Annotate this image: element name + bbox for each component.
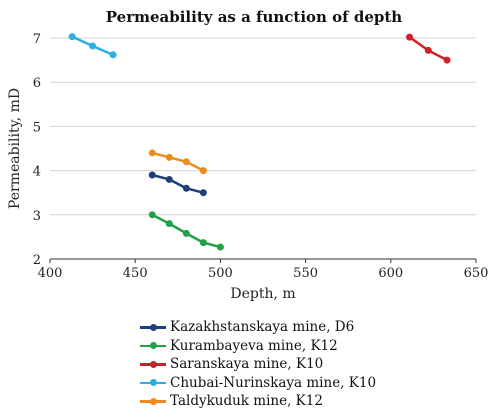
legend-swatch: [140, 340, 166, 352]
data-point: [406, 33, 414, 41]
data-point: [199, 239, 207, 247]
y-axis-title: Permeability, mD: [7, 88, 23, 209]
series-line: [151, 151, 204, 172]
legend-swatch: [140, 321, 166, 333]
legend-item: Kazakhstanskaya mine, D6: [140, 318, 376, 337]
data-point: [165, 175, 173, 183]
x-axis-title: Depth, m: [230, 286, 295, 302]
legend-item: Chubai-Nurinskaya mine, K10: [140, 374, 376, 393]
legend-swatch: [140, 358, 166, 370]
legend-label: Taldykuduk mine, K12: [170, 393, 323, 410]
data-point: [424, 46, 432, 54]
data-point: [199, 189, 207, 197]
data-point: [182, 184, 190, 192]
series-3: [68, 33, 117, 59]
ticks: 400 450 500 550 600 650 2 3 4 5 6 7: [33, 32, 489, 281]
data-point: [148, 171, 156, 179]
data-point: [89, 42, 97, 50]
x-tick-label: 400: [38, 266, 63, 281]
series-1: [148, 211, 224, 251]
legend-label: Kurambayeva mine, K12: [170, 337, 338, 354]
x-tick-label: 550: [293, 266, 318, 281]
x-tick-label: 450: [123, 266, 148, 281]
legend-item: Taldykuduk mine, K12: [140, 392, 376, 411]
legend-label: Saranskaya mine, K10: [170, 356, 324, 373]
y-tick-label: 5: [33, 120, 41, 135]
y-tick-label: 2: [33, 253, 41, 268]
data-point: [68, 33, 76, 41]
data-point: [148, 149, 156, 157]
data-point: [199, 167, 207, 175]
legend-item: Saranskaya mine, K10: [140, 355, 376, 374]
data-point: [109, 51, 117, 59]
data-point: [148, 211, 156, 219]
data-point: [165, 220, 173, 228]
legend-label: Kazakhstanskaya mine, D6: [170, 319, 355, 336]
y-tick-label: 3: [33, 209, 41, 224]
legend-label: Chubai-Nurinskaya mine, K10: [170, 374, 377, 391]
y-tick-label: 6: [33, 76, 41, 91]
series-line: [151, 173, 204, 194]
chart-title: Permeability as a function of depth: [106, 8, 403, 26]
legend-swatch: [140, 395, 166, 407]
data-point: [165, 153, 173, 161]
x-tick-label: 600: [378, 266, 403, 281]
series-0: [148, 171, 207, 197]
x-tick-label: 650: [464, 266, 489, 281]
data-point: [182, 229, 190, 237]
legend-item: Kurambayeva mine, K12: [140, 337, 376, 356]
data-point: [216, 243, 224, 251]
legend-swatch: [140, 377, 166, 389]
grid: [50, 37, 476, 216]
series-layer: [68, 33, 451, 251]
data-point: [443, 56, 451, 64]
x-tick-label: 500: [208, 266, 233, 281]
series-2: [406, 33, 451, 64]
data-point: [182, 158, 190, 166]
legend: Kazakhstanskaya mine, D6 Kurambayeva mine…: [140, 318, 376, 411]
series-4: [148, 149, 207, 175]
y-tick-label: 7: [33, 32, 41, 47]
y-tick-label: 4: [33, 165, 41, 180]
